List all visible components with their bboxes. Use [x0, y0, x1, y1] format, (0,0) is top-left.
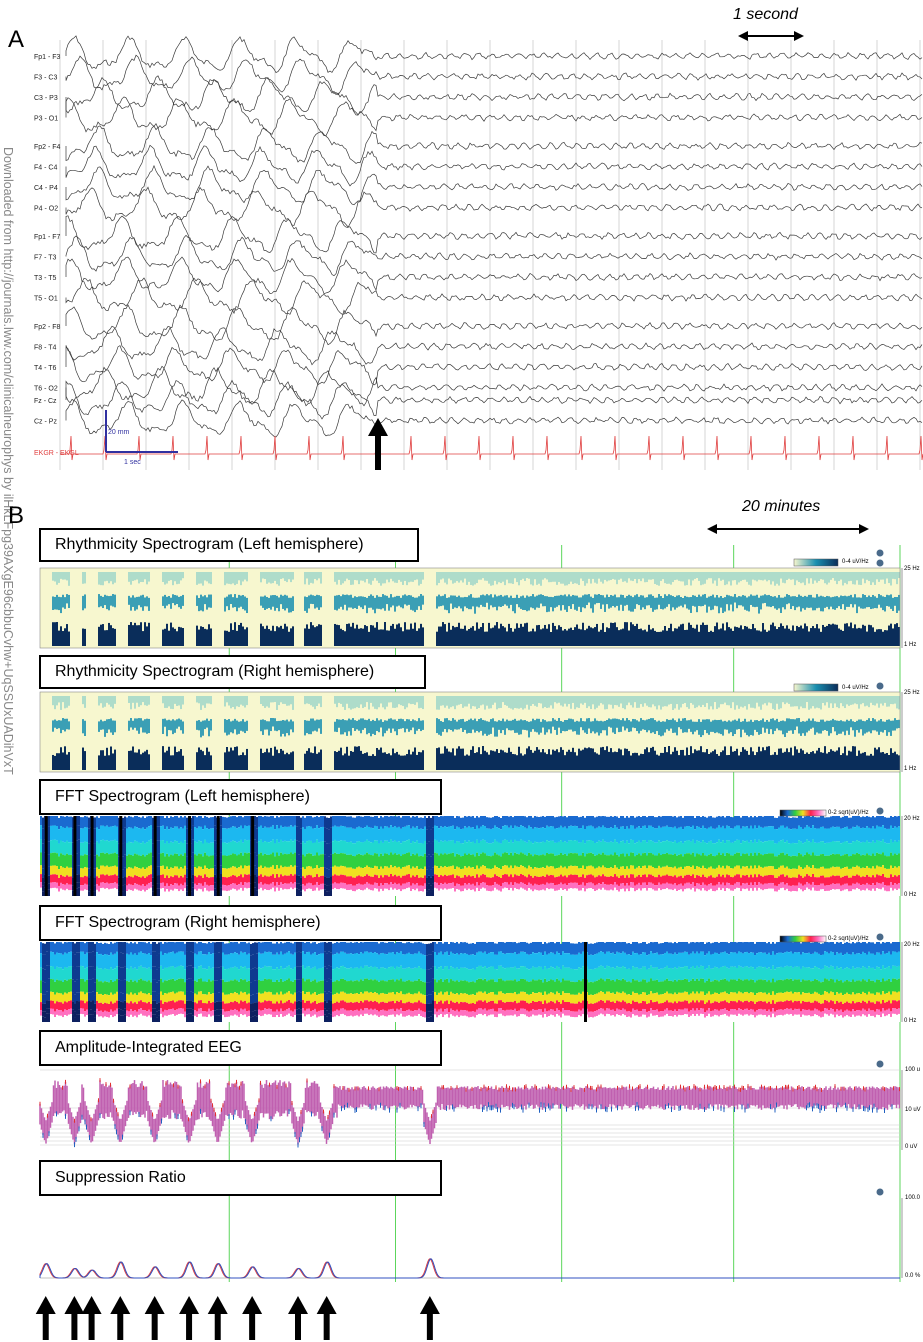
- rhythm-left-top: 25 Hz: [904, 566, 920, 572]
- channel-label: Fp2 - F4: [34, 144, 61, 151]
- channel-label: C3 - P3: [34, 95, 58, 102]
- eeg-traces: Fp1 - F3 F3 - C3 C3 - P3 P3 - O1 Fp2 - F4 F4 …: [34, 31, 923, 470]
- channel-label: F8 - T4: [34, 345, 57, 352]
- event-arrow: [110, 1296, 131, 1340]
- eeg-trace: [65, 325, 923, 366]
- event-arrow: [242, 1296, 263, 1340]
- amplitude-scale-bar: [105, 410, 178, 453]
- event-arrow: [288, 1296, 308, 1340]
- aeeg-top: 100 u: [905, 1067, 921, 1073]
- fft-left-title: FFT Spectrogram (Left hemisphere): [39, 779, 442, 815]
- channel-label: Fz - Cz: [34, 398, 57, 405]
- panel-b-letter: B: [8, 502, 25, 529]
- info-icon[interactable]: [876, 549, 884, 557]
- fft-left-bottom: 0 Hz: [904, 892, 917, 898]
- event-arrow: [81, 1296, 102, 1340]
- rhythm-right-title: Rhythmicity Spectrogram (Right hemispher…: [39, 655, 426, 689]
- info-icon[interactable]: [876, 1188, 884, 1196]
- aeeg-bottom: 0 uV: [905, 1144, 918, 1150]
- eeg-trace: [65, 277, 923, 315]
- eeg-trace: [65, 256, 923, 295]
- rhythm-left-bottom: 1 Hz: [904, 642, 917, 648]
- eeg-trace: [65, 399, 923, 438]
- event-arrow: [207, 1296, 228, 1340]
- panel-a-letter: A: [8, 26, 25, 53]
- channel-label: Fp1 - F3: [34, 54, 61, 61]
- suppression-title: Suppression Ratio: [39, 1160, 442, 1196]
- event-arrow: [316, 1296, 337, 1340]
- event-arrow: [35, 1296, 56, 1340]
- aeeg-title: Amplitude-Integrated EEG: [39, 1030, 442, 1066]
- eeg-trace: [65, 304, 923, 346]
- rhythm-right-bottom: 1 Hz: [904, 766, 917, 772]
- fft-right-legend: 0-2 sqrt(uV)/Hz: [828, 936, 869, 942]
- event-arrow-a: [368, 418, 388, 470]
- twenty-minutes-label: 20 minutes: [742, 498, 821, 515]
- fft-legend-bar: [779, 935, 827, 943]
- info-icon[interactable]: [876, 807, 884, 815]
- channel-label: T4 - T6: [34, 365, 57, 372]
- event-arrow: [144, 1296, 165, 1340]
- time-scale-text: 1 sec: [124, 459, 141, 466]
- amp-scale-text: 20 mm: [108, 429, 130, 436]
- fft-right-bottom: 0 Hz: [904, 1018, 917, 1024]
- eeg-trace: [65, 186, 923, 228]
- rhythm-left-title: Rhythmicity Spectrogram (Left hemisphere…: [39, 528, 419, 562]
- rhythm-right-top: 25 Hz: [904, 690, 920, 696]
- eeg-trace: [65, 379, 923, 420]
- event-arrow: [419, 1296, 440, 1340]
- channel-label: F7 - T3: [34, 255, 57, 262]
- suppression-line: [39, 1258, 900, 1279]
- info-icon[interactable]: [876, 933, 884, 941]
- fft-legend-bar: [779, 809, 827, 817]
- ekg-label: EKGR - EKGL: [34, 450, 79, 457]
- channel-label: T3 - T5: [34, 275, 57, 282]
- eeg-trace: [65, 96, 923, 137]
- channel-label: C4 - P4: [34, 185, 58, 192]
- rhythm-right-legend: 0-4 uV/Hz: [842, 685, 869, 691]
- rhythm-legend-bar: [793, 558, 839, 567]
- suppression-bottom: 0.0 %: [905, 1273, 921, 1279]
- channel-label: Fp1 - F7: [34, 234, 61, 241]
- rhythm-legend-bar: [793, 683, 839, 692]
- eeg-trace: [65, 144, 923, 187]
- eeg-trace: [65, 215, 923, 254]
- event-arrow: [179, 1296, 200, 1340]
- eeg-trace: [65, 345, 923, 386]
- info-icon[interactable]: [876, 682, 884, 690]
- eeg-trace: [65, 234, 923, 277]
- eeg-trace: [65, 125, 923, 164]
- fft-right-top: 20 Hz: [904, 942, 920, 948]
- channel-label: Fp2 - F8: [34, 324, 61, 331]
- fft-right-title: FFT Spectrogram (Right hemisphere): [39, 905, 442, 941]
- rhythm-left-legend: 0-4 uV/Hz: [842, 559, 869, 565]
- eeg-trace: [65, 54, 923, 96]
- channel-label: T6 - O2: [34, 386, 58, 393]
- channel-label: F3 - C3: [34, 75, 57, 82]
- eeg-trace: [65, 164, 923, 206]
- one-second-label: 1 second: [733, 6, 798, 23]
- eeg-trace: [65, 365, 923, 407]
- event-arrow: [64, 1296, 85, 1340]
- channel-label: P3 - O1: [34, 116, 58, 123]
- one-second-arrow: [738, 31, 804, 41]
- suppression-line: [39, 1258, 900, 1279]
- aeeg-mid: 10 uV: [905, 1107, 921, 1113]
- channel-label: P4 - O2: [34, 206, 58, 213]
- info-icon[interactable]: [876, 1060, 884, 1068]
- info-icon[interactable]: [876, 559, 884, 567]
- eeg-trace: [65, 35, 923, 73]
- channel-label: F4 - C4: [34, 165, 57, 172]
- fft-left-top: 20 Hz: [904, 816, 920, 822]
- fft-left-legend: 0-2 sqrt(uV)/Hz: [828, 810, 869, 816]
- eeg-trace: [65, 75, 923, 116]
- twenty-minutes-arrow: [707, 524, 869, 534]
- suppression-top: 100.0: [905, 1195, 921, 1201]
- channel-label: Cz - Pz: [34, 419, 57, 426]
- ekg-trace: [60, 435, 923, 461]
- channel-label: T5 - O1: [34, 296, 58, 303]
